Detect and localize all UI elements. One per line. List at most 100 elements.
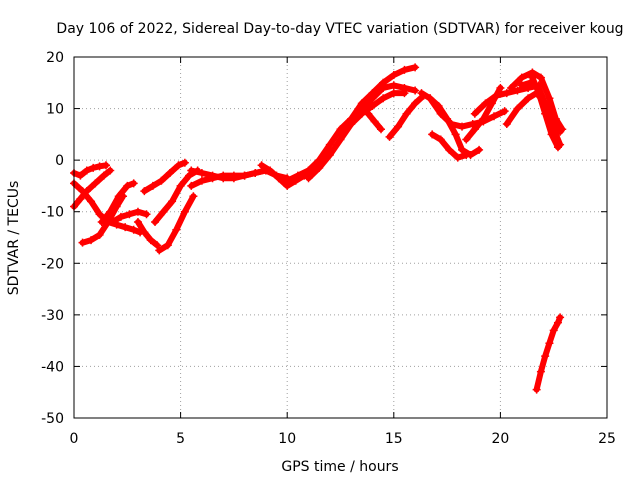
tick-labels: 0 5 10 15 20 25 -50 -40 -30 -20 -10 0 10 20: [41, 50, 616, 447]
data-point: [157, 176, 166, 185]
y-tick-label: -50: [41, 411, 64, 427]
data-point: [411, 63, 420, 72]
data-point: [315, 163, 324, 172]
data-point: [148, 181, 157, 190]
data-point: [379, 94, 388, 103]
data-point: [536, 73, 545, 82]
data-point: [394, 122, 403, 131]
data-point: [99, 171, 108, 180]
chart-title: Day 106 of 2022, Sidereal Day-to-day VTE…: [56, 21, 623, 37]
data-point: [101, 161, 110, 170]
data-point: [125, 210, 134, 219]
series-s25: [507, 68, 567, 134]
data-point: [385, 132, 394, 141]
data-point: [153, 241, 162, 250]
data-point: [168, 197, 177, 206]
data-point: [76, 171, 85, 180]
data-point: [121, 223, 130, 232]
data-point: [108, 218, 117, 227]
data-point: [524, 94, 533, 103]
data-point: [481, 99, 490, 108]
data-point: [95, 230, 104, 239]
data-point: [462, 150, 471, 159]
data-point: [500, 107, 509, 116]
series-line: [156, 193, 197, 254]
data-point: [357, 104, 366, 113]
series-line: [152, 167, 201, 225]
data-point: [389, 81, 398, 90]
data-point: [304, 174, 313, 183]
y-axis-label: SDTVAR / TECUs: [6, 181, 22, 296]
data-point: [411, 99, 420, 108]
series-line: [358, 105, 384, 133]
data-point: [180, 207, 189, 216]
data-point: [436, 109, 445, 118]
series-line: [533, 314, 564, 393]
data-point: [470, 109, 479, 118]
data-point: [114, 192, 123, 201]
data-point: [479, 114, 488, 123]
data-point: [266, 166, 275, 175]
x-axis-label: GPS time / hours: [281, 459, 398, 475]
series-s10: [155, 192, 198, 255]
data-point: [492, 91, 501, 100]
data-point: [293, 171, 302, 180]
data-point: [364, 109, 373, 118]
series-s28: [532, 313, 565, 394]
data-point: [174, 161, 183, 170]
data-point: [219, 171, 228, 180]
data-point: [146, 236, 155, 245]
data-point: [283, 176, 292, 185]
data-point: [165, 169, 174, 178]
y-tick-label: 10: [46, 102, 64, 118]
data-point: [534, 89, 543, 98]
data-point: [133, 207, 142, 216]
x-tick-label: 25: [598, 431, 616, 447]
data-point: [436, 135, 445, 144]
x-tick-label: 10: [278, 431, 296, 447]
data-point: [78, 238, 87, 247]
data-point: [553, 318, 562, 327]
data-point: [545, 94, 554, 103]
data-point: [553, 143, 562, 152]
data-point: [447, 120, 456, 129]
data-point: [536, 367, 545, 376]
series-s6: [108, 207, 151, 227]
data-point: [133, 218, 142, 227]
y-tick-label: 0: [55, 153, 64, 169]
data-point: [142, 210, 151, 219]
x-tick-label: 5: [176, 431, 185, 447]
data-point: [82, 166, 91, 175]
data-point: [304, 166, 313, 175]
data-point: [187, 166, 196, 175]
data-point: [76, 194, 85, 203]
data-point: [389, 71, 398, 80]
data-point: [185, 171, 194, 180]
data-point: [129, 179, 138, 188]
data-point: [513, 104, 522, 113]
x-tick-label: 15: [385, 431, 403, 447]
data-point: [379, 83, 388, 92]
data-point: [140, 228, 149, 237]
series-s15: [304, 81, 420, 183]
data-point: [458, 122, 467, 131]
data-point: [475, 145, 484, 154]
data-point: [347, 120, 356, 129]
data-point: [528, 73, 537, 82]
data-points: [70, 63, 567, 394]
data-point: [87, 236, 96, 245]
data-point: [89, 163, 98, 172]
data-point: [91, 179, 100, 188]
series-line: [135, 219, 161, 249]
data-point: [229, 171, 238, 180]
data-point: [451, 130, 460, 139]
data-point: [445, 145, 454, 154]
data-point: [197, 176, 206, 185]
y-tick-label: 20: [46, 50, 64, 66]
data-point: [251, 169, 260, 178]
data-point: [556, 313, 565, 322]
series-line: [71, 167, 114, 210]
data-point: [87, 197, 96, 206]
plot-border: [73, 56, 608, 419]
data-point: [549, 326, 558, 335]
